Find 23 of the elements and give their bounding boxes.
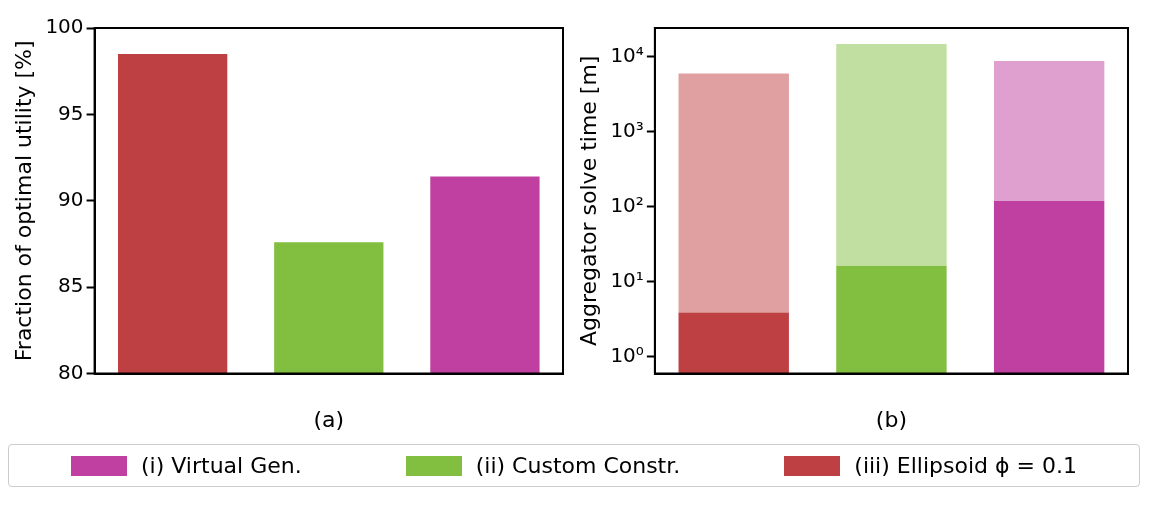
bar [678,312,789,374]
bar [836,43,947,266]
bar [678,73,789,313]
y-tick-label: 80 [58,359,84,384]
bar [993,61,1105,201]
y-tick-label: 10² [610,193,644,218]
y-tick-label: 10³ [610,118,644,143]
y-tick-label: 95 [58,100,84,125]
x-axis-title: (b) [875,406,907,432]
x-axis-title: (a) [313,406,345,432]
y-tick-label: 10⁴ [610,43,644,68]
y-axis-title: Aggregator solve time [m] [575,55,601,347]
bar [836,265,947,374]
y-tick-label: 85 [58,273,84,298]
legend-label: (iii) Ellipsoid ϕ = 0.1 [854,453,1077,478]
y-tick-label: 100 [45,14,84,39]
y-tick-label: 10⁰ [610,343,644,368]
bar [993,201,1105,374]
y-tick-label: 90 [58,187,84,211]
legend-label: (ii) Custom Constr. [475,453,681,478]
legend-label: (i) Virtual Gen. [141,453,302,478]
y-tick-label: 10¹ [610,268,644,293]
y-axis-title: Fraction of optimal utility [%] [10,40,36,362]
